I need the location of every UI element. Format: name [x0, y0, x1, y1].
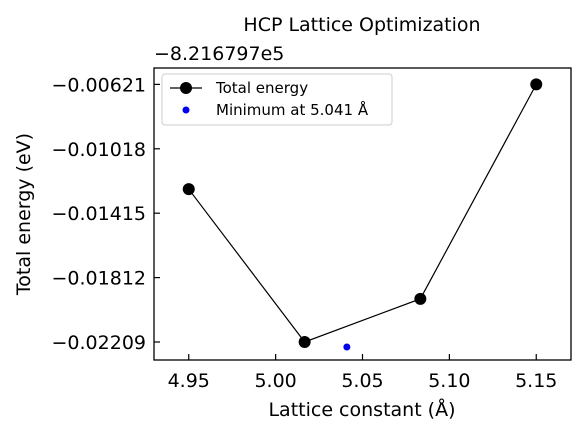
y-offset-text: −8.216797e5: [154, 43, 284, 65]
legend-box: [161, 73, 393, 126]
legend-marker-minimum: [182, 106, 190, 114]
series-layer: [182, 78, 543, 351]
data-point-total-energy: [530, 78, 543, 91]
x-tick-label: 5.15: [515, 370, 557, 392]
x-tick-label: 5.00: [254, 370, 296, 392]
y-tick-label: −0.00621: [52, 74, 147, 96]
legend-label-minimum: Minimum at 5.041 Å: [216, 100, 369, 119]
legend: Total energy Minimum at 5.041 Å: [161, 73, 393, 126]
x-tick-label: 5.10: [428, 370, 470, 392]
legend-label-total-energy: Total energy: [215, 79, 308, 97]
data-point-total-energy: [414, 292, 427, 305]
y-tick-label: −0.02209: [52, 332, 147, 354]
data-point-total-energy: [182, 183, 195, 196]
x-tick-label: 4.95: [168, 370, 210, 392]
data-point-total-energy: [298, 335, 311, 348]
y-tick-label: −0.01415: [52, 203, 147, 225]
y-axis-label: Total energy (eV): [13, 133, 35, 296]
legend-marker-total-energy: [180, 82, 192, 94]
y-tick-label: −0.01018: [52, 139, 147, 161]
x-axis-label: Lattice constant (Å): [268, 398, 455, 421]
x-axis-ticks: 4.95 5.00 5.05 5.10 5.15: [168, 354, 557, 392]
x-tick-label: 5.05: [341, 370, 383, 392]
y-tick-label: −0.01812: [52, 268, 147, 290]
y-axis-ticks: −0.00621 −0.01018 −0.01415 −0.01812 −0.02209: [52, 74, 160, 354]
series-line-total-energy: [188, 84, 537, 343]
data-point-minimum: [343, 343, 351, 351]
chart-title: HCP Lattice Optimization: [243, 14, 480, 36]
